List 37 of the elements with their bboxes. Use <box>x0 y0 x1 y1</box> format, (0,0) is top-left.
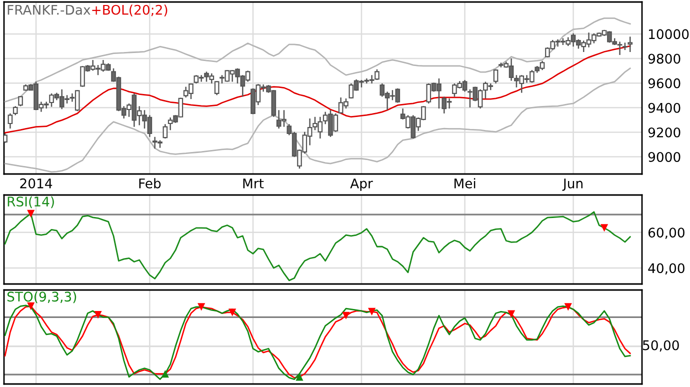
point <box>296 373 304 381</box>
point <box>564 303 572 311</box>
candlestick <box>8 112 13 130</box>
line-series <box>4 18 631 102</box>
point <box>342 312 350 320</box>
line-series <box>4 211 631 282</box>
series-label: RSI(14) <box>8 196 54 208</box>
candlestick <box>18 95 23 107</box>
candlestick <box>214 80 220 96</box>
y-tick-label: 9400 <box>648 102 680 113</box>
point <box>368 308 376 316</box>
x-tick-label: Mrt <box>243 178 264 188</box>
point <box>228 308 236 316</box>
x-tick-label: Feb <box>139 178 161 188</box>
y-tick-label: 40,00 <box>648 263 684 275</box>
point <box>161 370 169 378</box>
y-tick-label: 10000 <box>649 29 689 40</box>
text: +BOL(20;2) <box>92 4 168 16</box>
point <box>507 310 516 318</box>
y-tick-label: 9600 <box>648 78 680 88</box>
chart-title: FRANKF.-Dax <box>8 4 90 15</box>
candlestick <box>628 36 633 53</box>
y-tick-label: 9000 <box>648 152 680 162</box>
series-label: STO(9,3,3) <box>7 291 76 304</box>
x-tick-label: 2014 <box>20 178 52 188</box>
line-series <box>4 68 631 173</box>
text: 50,00 <box>643 340 679 352</box>
x-tick-label: Apr <box>350 178 373 191</box>
y-tick-label: 60,00 <box>648 228 684 239</box>
y-tick-label: 9200 <box>648 127 680 138</box>
candlestick <box>493 68 498 84</box>
x-tick-label: Mei <box>454 178 476 188</box>
point <box>198 303 206 311</box>
y-tick-label: 9800 <box>648 54 680 64</box>
point <box>94 311 102 319</box>
x-tick-label: Jun <box>562 178 582 191</box>
candlestick <box>162 123 168 140</box>
